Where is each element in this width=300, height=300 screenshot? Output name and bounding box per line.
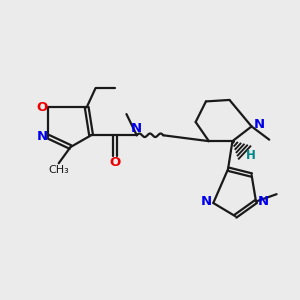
Text: O: O (36, 101, 48, 114)
Text: O: O (109, 156, 120, 169)
Text: N: N (254, 118, 265, 131)
Text: N: N (200, 195, 211, 208)
Text: N: N (258, 195, 269, 208)
Text: N: N (131, 122, 142, 135)
Text: CH₃: CH₃ (48, 165, 69, 175)
Text: N: N (36, 130, 47, 143)
Text: H: H (246, 148, 256, 161)
